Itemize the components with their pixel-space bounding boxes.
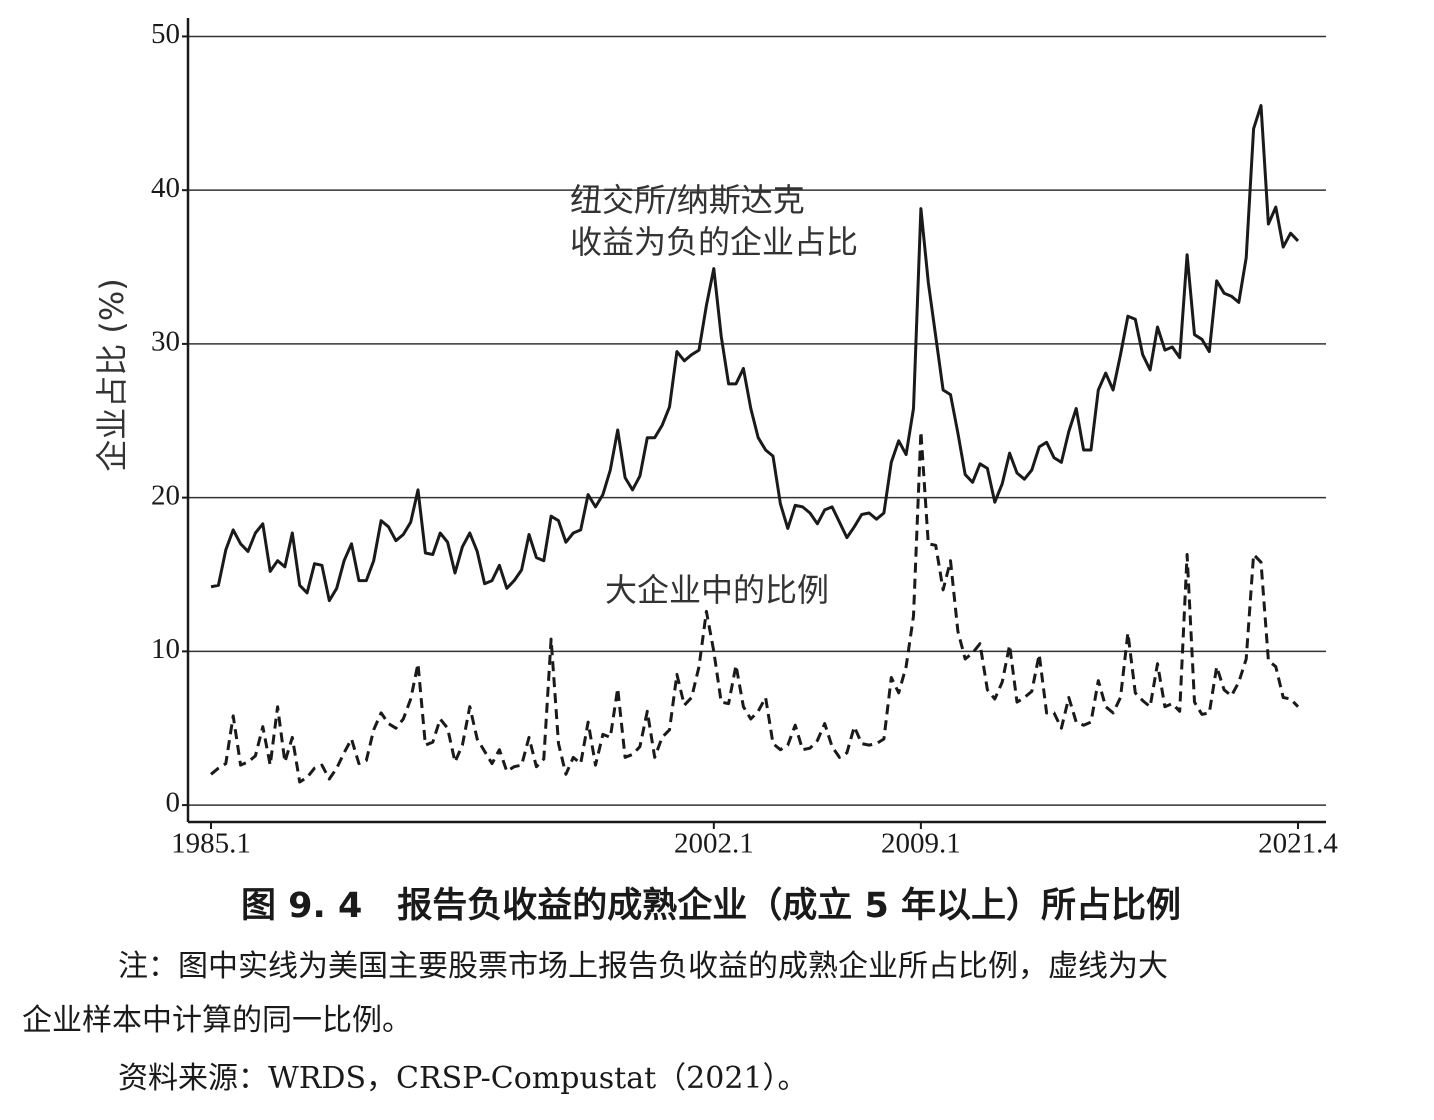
caption: 图 9. 4 报告负收益的成熟企业（成立 5 年以上）所占比例 [241,885,1181,926]
x-tick-label: 2021.4 [1258,828,1338,860]
line-series [210,104,1300,603]
x-tick-label: 2002.1 [674,828,754,860]
y-tick-label: 50 [151,18,180,50]
y-tick-label: 40 [151,172,180,204]
y-tick-label: 30 [151,326,180,358]
y-tick-label: 0 [166,787,181,819]
annotation: 纽交所/纳斯达克 [570,181,805,219]
line-series [210,430,1300,784]
note: 注：图中实线为美国主要股票市场上报告负收益的成熟企业所占比例，虚线为大 [118,949,1168,984]
y-axis-label: 企业占比 (%) [93,278,131,472]
x-tick-label: 1985.1 [171,828,251,860]
y-tick-label: 10 [151,633,180,665]
annotation: 收益为负的企业占比 [570,223,858,261]
source: 资料来源：WRDS，CRSP-Compustat（2021）。 [118,1061,808,1096]
x-tick-label: 2009.1 [881,828,961,860]
y-tick-label: 20 [151,479,180,511]
note: 企业样本中计算的同一比例。 [22,1003,412,1038]
annotation: 大企业中的比例 [605,571,829,609]
